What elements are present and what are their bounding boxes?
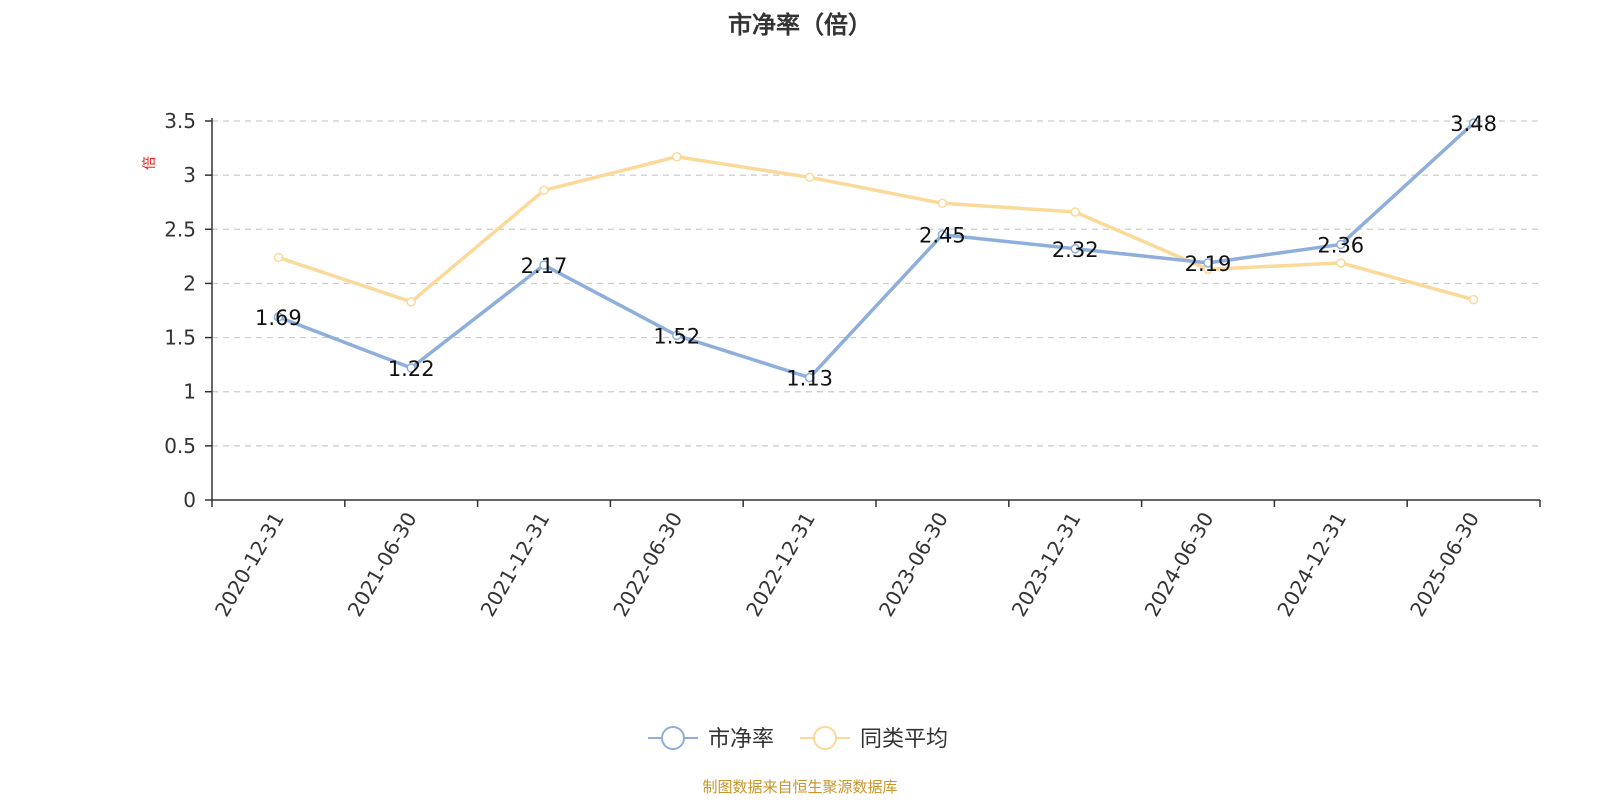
data-point — [1203, 258, 1213, 268]
data-point — [1070, 244, 1080, 254]
data-point — [937, 229, 948, 240]
data-label: 1.22 — [388, 357, 435, 381]
x-tick-label: 2022-06-30 — [608, 508, 687, 621]
data-point — [273, 312, 284, 322]
data-point — [539, 260, 549, 270]
x-tick-label: 2024-12-31 — [1272, 508, 1351, 621]
x-tick-label: 2023-12-31 — [1007, 508, 1086, 621]
data-label: 1.69 — [255, 306, 302, 330]
data-label: 1.13 — [786, 367, 833, 391]
series-line-2 — [276, 154, 1476, 304]
x-tick-label: 2020-12-31 — [210, 508, 289, 621]
data-point — [804, 372, 815, 383]
data-label: 2.36 — [1317, 233, 1364, 257]
data-point — [1070, 207, 1080, 217]
data-label: 2.32 — [1052, 238, 1099, 262]
data-point — [804, 172, 815, 183]
legend-label: 同类平均 — [860, 727, 948, 752]
chart-title: 市净率（倍） — [728, 11, 872, 39]
legend-swatch-marker — [661, 726, 685, 750]
y-tick-label: 1.5 — [164, 326, 196, 350]
data-point — [406, 363, 416, 373]
series-line-1 — [276, 121, 1476, 380]
y-tick-label: 1 — [183, 380, 196, 404]
data-point — [1336, 239, 1346, 250]
data-point — [1468, 118, 1479, 128]
data-point — [672, 330, 682, 341]
series-lines — [273, 118, 1479, 383]
x-tick-label: 2023-06-30 — [874, 508, 953, 621]
data-label: 2.45 — [919, 224, 966, 248]
data-point — [406, 297, 416, 307]
data-label: 3.48 — [1450, 112, 1497, 136]
y-tick-label: 3 — [183, 163, 196, 187]
y-tick-label: 2.5 — [164, 217, 196, 241]
x-tick-label: 2025-06-30 — [1405, 508, 1484, 621]
y-tick-label: 2 — [183, 271, 196, 295]
data-label: 2.19 — [1185, 252, 1232, 276]
x-tick-label: 2022-12-31 — [741, 508, 820, 621]
data-point — [273, 252, 284, 263]
y-tick-label: 3.5 — [164, 109, 196, 133]
y-tick-label: 0.5 — [164, 434, 196, 458]
legend[interactable]: 市净率 同类平均 — [648, 726, 948, 752]
legend-item-2[interactable]: 同类平均 — [800, 726, 948, 752]
data-point — [539, 185, 549, 196]
source-note: 制图数据来自恒生聚源数据库 — [702, 778, 897, 796]
y-axis-unit-label: 倍 — [142, 156, 158, 170]
data-label: 1.52 — [653, 324, 700, 348]
legend-swatch-marker — [813, 726, 837, 750]
y-tick-label: 0 — [183, 488, 196, 512]
legend-label: 市净率 — [708, 727, 774, 752]
data-point — [672, 151, 682, 162]
data-point — [937, 198, 948, 209]
x-tick-label: 2021-06-30 — [343, 508, 422, 621]
x-tick-label: 2024-06-30 — [1139, 508, 1218, 621]
data-point — [1336, 258, 1346, 268]
data-labels: 1.69 1.22 2.17 1.52 1.13 2.45 2.32 2.19 2.36 3.48 — [255, 112, 1497, 390]
x-tick-label: 2021-12-31 — [475, 508, 554, 621]
grid-lines — [212, 120, 1540, 447]
legend-item-1[interactable]: 市净率 — [648, 726, 774, 752]
data-label: 2.17 — [521, 254, 568, 278]
data-point — [1468, 294, 1479, 305]
